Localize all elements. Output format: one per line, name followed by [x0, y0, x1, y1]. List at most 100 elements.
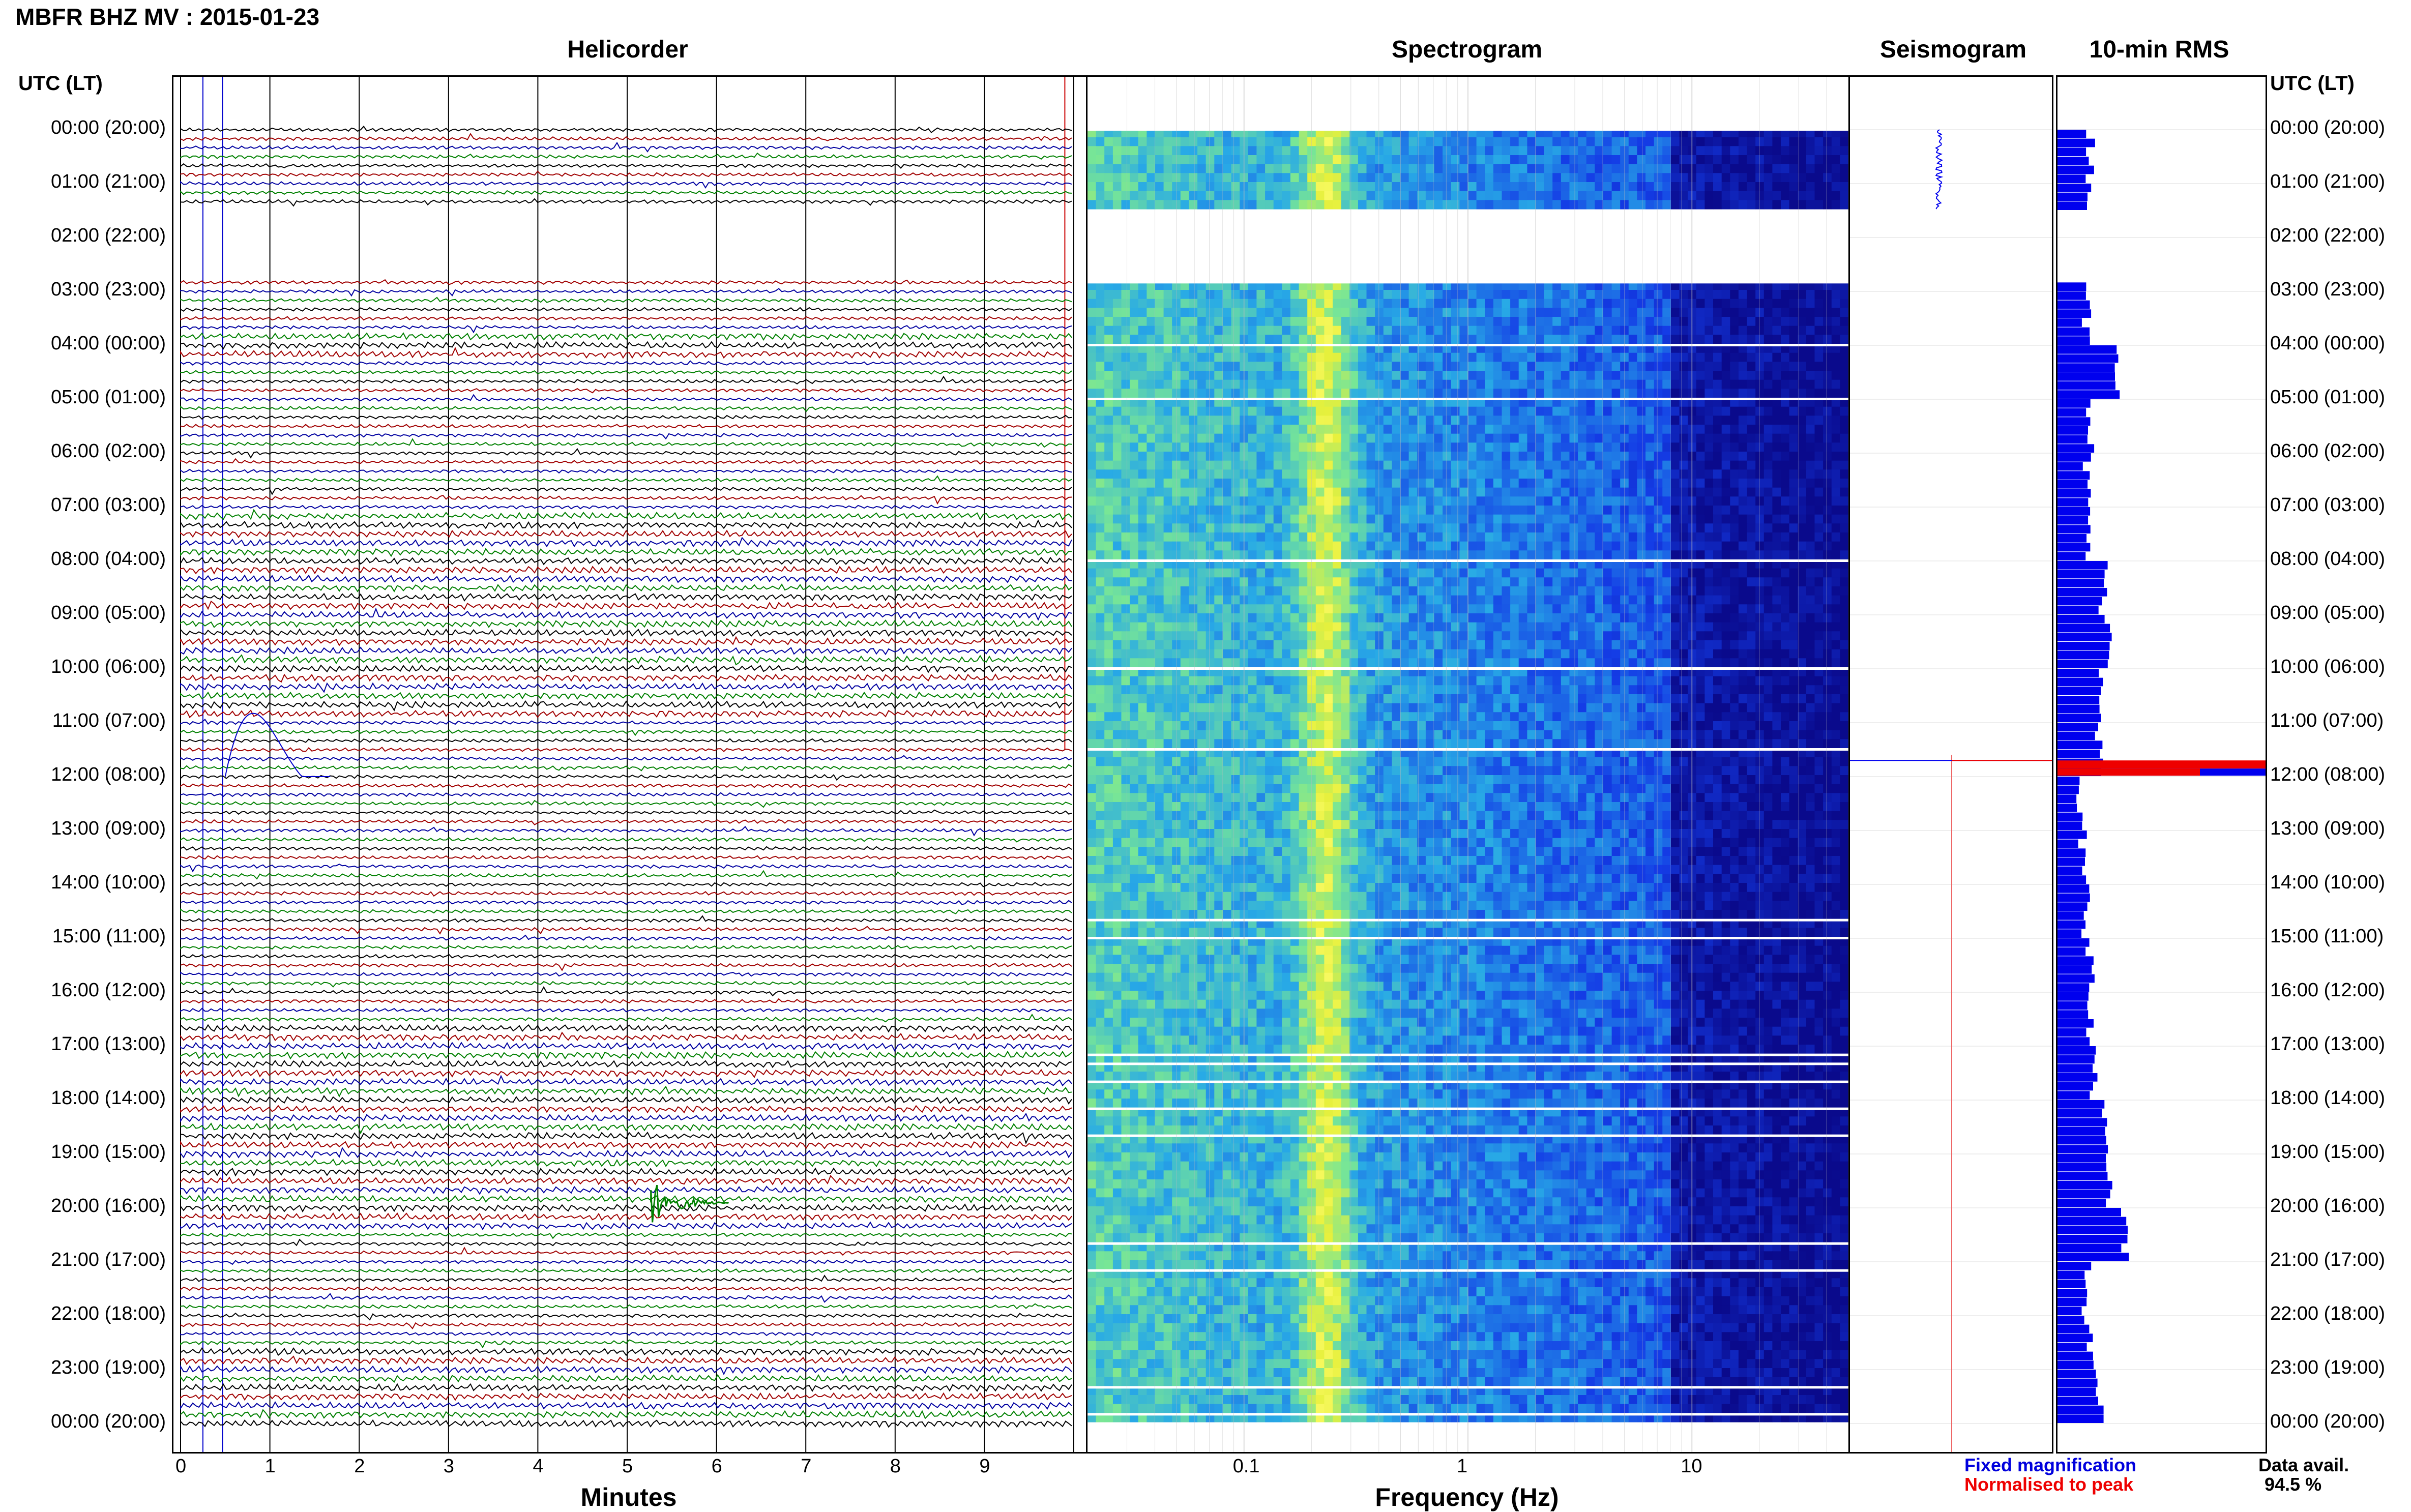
spectrogram-cell [1256, 523, 1265, 532]
time-axis-right-tick-label: 06:00 (02:00) [2270, 440, 2385, 462]
spectrogram-cell [1299, 604, 1308, 613]
spectrogram-cell [1434, 640, 1443, 649]
spectrogram-cell [1739, 604, 1747, 613]
spectrogram-cell [1087, 488, 1096, 497]
helicorder-trace [181, 584, 1072, 591]
spectrogram-cell [1764, 416, 1773, 425]
spectrogram-cell [1578, 380, 1586, 389]
spectrogram-cell [1510, 469, 1519, 479]
spectrogram-cell [1434, 496, 1443, 506]
spectrogram-cell [1375, 523, 1384, 532]
spectrogram-cell [1510, 371, 1519, 380]
spectrogram-cell [1189, 290, 1198, 299]
spectrogram-cell [1578, 532, 1586, 542]
spectrogram-cell [1671, 613, 1680, 622]
spectrogram-cell [1612, 532, 1621, 542]
spectrogram-cell [1324, 442, 1333, 452]
spectrogram-cell [1747, 649, 1756, 659]
spectrogram-cell [1256, 146, 1265, 155]
spectrogram-cell [1409, 371, 1418, 380]
spectrogram-cell [1409, 469, 1418, 479]
spectrogram-cell [1595, 434, 1603, 443]
spectrogram-cell [1104, 173, 1113, 182]
spectrogram-cell [1358, 191, 1367, 200]
spectrogram-cell [1130, 461, 1138, 470]
spectrogram-cell [1146, 299, 1155, 308]
spectrogram-cell [1561, 335, 1570, 344]
spectrogram-cell [1181, 335, 1189, 344]
spectrogram-cell [1722, 577, 1730, 586]
spectrogram-cell [1815, 164, 1824, 173]
spectrogram-cell [1840, 649, 1848, 659]
spectrogram-cell [1400, 532, 1409, 542]
spectrogram-cell [1358, 155, 1367, 164]
spectrogram-cell [1409, 542, 1418, 551]
spectrogram-cell [1798, 461, 1806, 470]
helicorder-trace [181, 389, 1072, 393]
spectrogram-cell [1324, 308, 1333, 317]
spectrogram-cell [1256, 506, 1265, 515]
spectrogram-cell [1214, 506, 1223, 515]
spectrogram-cell [1214, 577, 1223, 586]
spectrogram-cell [1536, 640, 1544, 649]
spectrogram-cell [1146, 586, 1155, 596]
spectrogram-cell [1299, 577, 1308, 586]
spectrogram-cell [1595, 515, 1603, 524]
spectrogram-cell [1755, 532, 1764, 542]
spectrogram-cell [1493, 550, 1502, 559]
spectrogram-cell [1451, 326, 1460, 335]
spectrogram-cell [1443, 461, 1451, 470]
spectrogram-cell [1146, 173, 1155, 182]
spectrogram-cell [1400, 469, 1409, 479]
spectrogram-cell [1087, 649, 1096, 659]
helicorder-trace [181, 1070, 1072, 1078]
spectrogram-cell [1434, 299, 1443, 308]
spectrogram-cell [1087, 290, 1096, 299]
spectrogram-cell [1527, 308, 1536, 317]
spectrogram-cell [1671, 488, 1680, 497]
spectrogram-cell [1459, 353, 1468, 362]
spectrogram-cell [1612, 523, 1621, 532]
spectrogram-cell [1189, 155, 1198, 164]
spectrogram-cell [1704, 146, 1713, 155]
spectrogram-cell [1400, 496, 1409, 506]
spectrogram-cell [1122, 542, 1130, 551]
spectrogram-cell [1815, 389, 1824, 398]
spectrogram-cell [1375, 290, 1384, 299]
spectrogram-cell [1527, 164, 1536, 173]
spectrogram-cell [1468, 542, 1477, 551]
spectrogram-cell [1299, 631, 1308, 640]
spectrogram-cell [1747, 479, 1756, 488]
spectrogram-cell [1138, 658, 1147, 667]
spectrogram-cell [1527, 577, 1536, 586]
spectrogram-cell [1146, 407, 1155, 416]
spectrogram-cell [1764, 550, 1773, 559]
spectrogram-cell [1164, 461, 1172, 470]
spectrogram-cell [1645, 191, 1654, 200]
spectrogram-cell [1662, 613, 1671, 622]
spectrogram-cell [1189, 631, 1198, 640]
spectrogram-cell [1316, 425, 1325, 434]
spectrogram-cell [1815, 523, 1824, 532]
spectrogram-cell [1468, 596, 1477, 605]
spectrogram-cell [1290, 425, 1299, 434]
spectrogram-cell [1155, 442, 1164, 452]
spectrogram-cell [1265, 164, 1274, 173]
spectrogram-cell [1341, 425, 1350, 434]
spectrogram-cell [1358, 452, 1367, 461]
spectrogram-cell [1815, 542, 1824, 551]
spectrogram-cell [1629, 371, 1637, 380]
spectrogram-cell [1747, 173, 1756, 182]
spectrogram-cell [1164, 335, 1172, 344]
spectrogram-cell [1696, 191, 1705, 200]
spectrogram-cell [1122, 532, 1130, 542]
spectrogram-cell [1282, 542, 1290, 551]
helicorder-trace [181, 1052, 1072, 1059]
spectrogram-cell [1231, 155, 1240, 164]
spectrogram-cell [1164, 613, 1172, 622]
spectrogram-cell [1578, 523, 1586, 532]
spectrogram-cell [1798, 407, 1806, 416]
spectrogram-cell [1510, 425, 1519, 434]
spectrogram-cell [1772, 407, 1781, 416]
spectrogram-cell [1122, 200, 1130, 209]
